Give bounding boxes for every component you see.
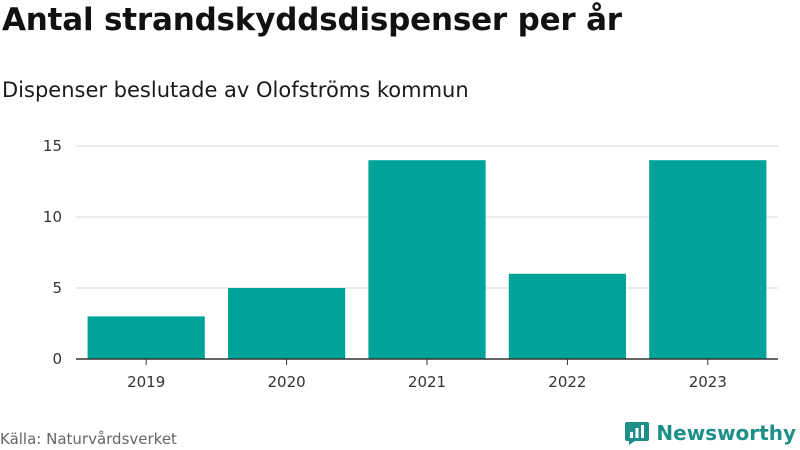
y-tick-label: 15: [43, 137, 62, 155]
x-tick-label: 2019: [127, 373, 165, 391]
x-tick-label: 2021: [408, 373, 446, 391]
bar-2020: [227, 288, 346, 359]
x-tick-label: 2020: [268, 373, 306, 391]
chart-title: Antal strandskyddsdispenser per år: [2, 2, 622, 38]
y-tick-label: 10: [43, 208, 62, 226]
bar-chart: 0 5 10 15 2019 2020 2021 2022 2023: [43, 137, 778, 391]
bar-2021: [368, 160, 486, 359]
bar-2022: [508, 273, 627, 359]
brand-name: Newsworthy: [656, 421, 796, 445]
x-tick-label: 2023: [689, 373, 727, 391]
x-tick-label: 2022: [548, 373, 586, 391]
y-tick-label: 5: [52, 279, 62, 297]
newsworthy-logo-icon: [625, 422, 650, 445]
bar-2019: [87, 316, 205, 359]
bar-2023: [649, 160, 767, 359]
y-tick-label: 0: [52, 350, 62, 368]
chart-subtitle: Dispenser beslutade av Olofströms kommun: [2, 78, 469, 102]
source-note: Källa: Naturvårdsverket: [0, 430, 177, 448]
brand-logo: Newsworthy: [624, 420, 796, 446]
